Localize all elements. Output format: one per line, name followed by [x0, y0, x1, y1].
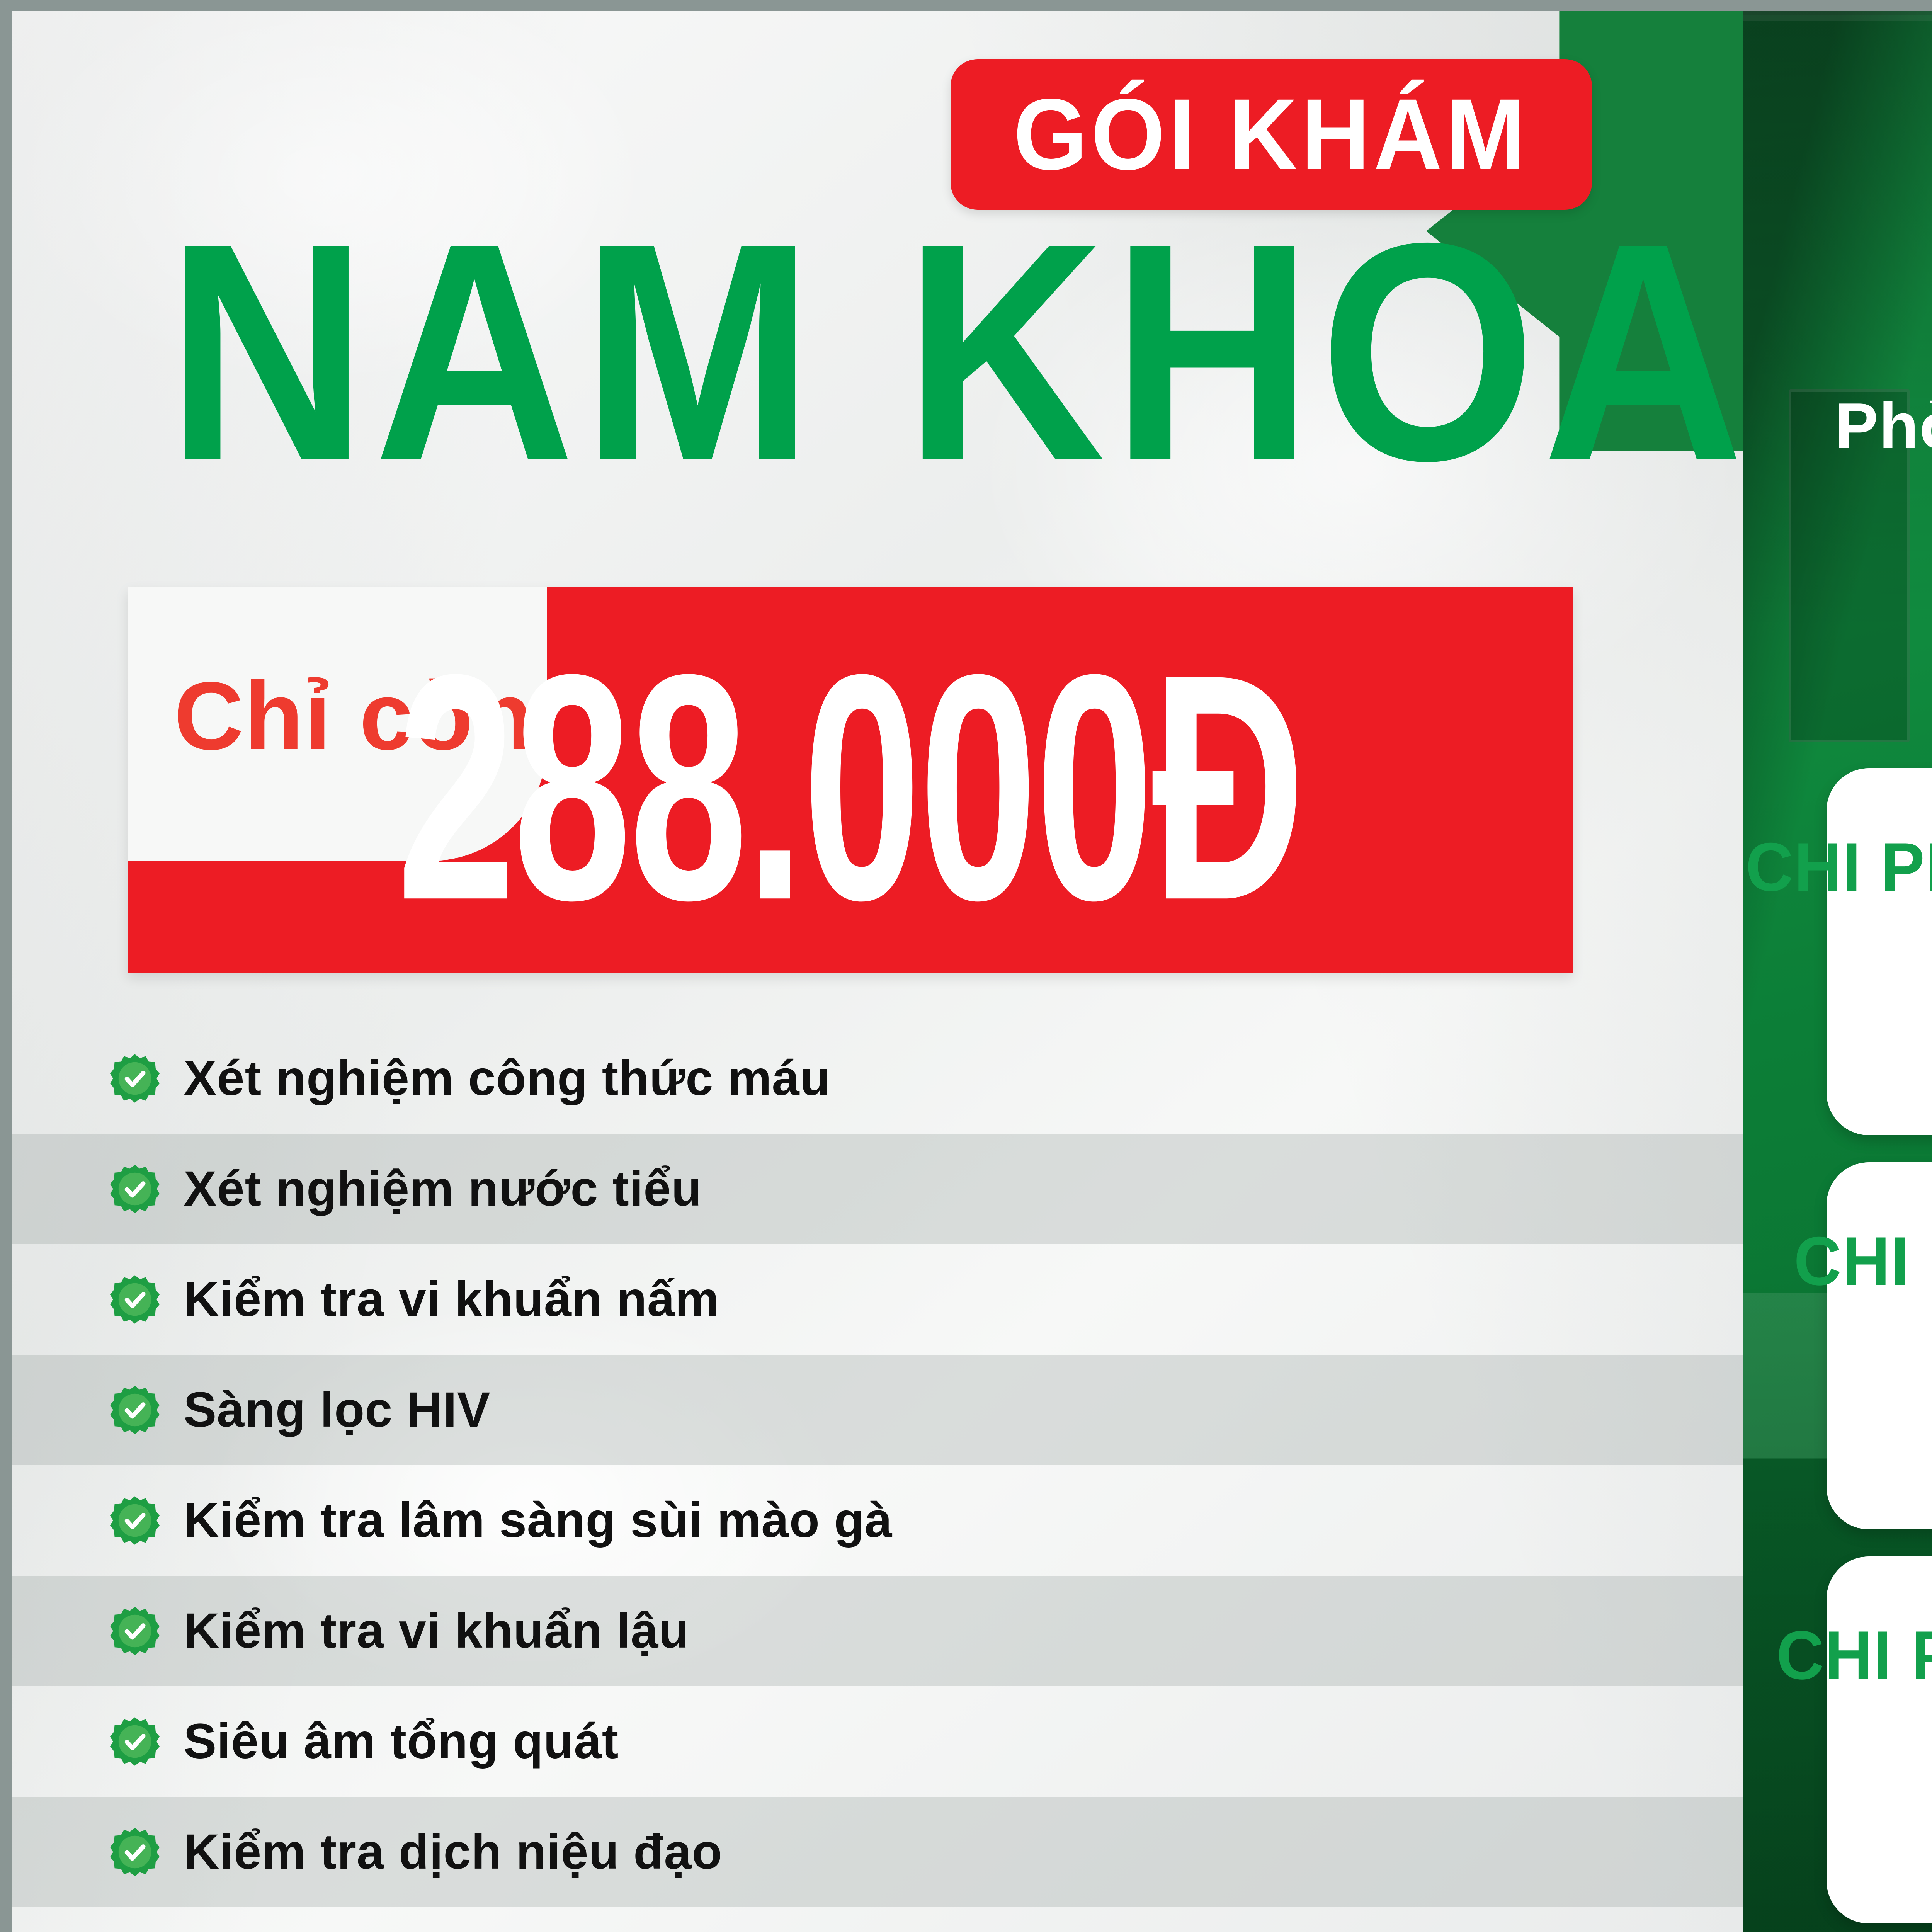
price-amount: 288.000Đ — [397, 607, 1305, 967]
clinic-logo: Phòng khám đa khoa ĐÀ LẠT — [1743, 92, 1932, 565]
list-item-label: Xét nghiệm nước tiểu — [184, 1161, 702, 1216]
discount-card-title: CHI PHÍ ĐIỀU TRỊ GIẢM — [1793, 1222, 1932, 1299]
package-badge-label: GÓI KHÁM — [1014, 78, 1529, 191]
list-item: Tư vấn lâm sàng với bác sỹ chuyên khoa — [12, 1907, 1743, 1932]
check-badge-icon — [110, 1606, 160, 1656]
check-badge-icon — [110, 1164, 160, 1214]
service-list: Xét nghiệm công thức máu Xét nghiệm nước… — [12, 1023, 1743, 1932]
list-item: Kiểm tra dịch niệu đạo — [12, 1797, 1743, 1907]
list-item-label: Xét nghiệm công thức máu — [184, 1051, 831, 1106]
list-item-label: Sàng lọc HIV — [184, 1382, 491, 1437]
list-item: Sàng lọc HIV — [12, 1355, 1743, 1465]
check-badge-icon — [110, 1717, 160, 1766]
discount-card-list: CHI PHÍ THỦ THUẬT GIẢM 50 % CHI PHÍ ĐIỀU… — [1743, 768, 1932, 1932]
list-item-label: Kiểm tra vi khuẩn nấm — [184, 1272, 719, 1327]
list-item: Kiểm tra vi khuẩn nấm — [12, 1244, 1743, 1355]
page-title: NAM KHOA — [166, 197, 1743, 507]
list-item-label: Siêu âm tổng quát — [184, 1714, 619, 1769]
list-item: Kiểm tra vi khuẩn lậu — [12, 1576, 1743, 1686]
list-item-label: Kiểm tra vi khuẩn lậu — [184, 1603, 689, 1658]
clinic-name-line2: ĐÀ LẠT — [1743, 462, 1932, 565]
price-block: Chỉ còn 288.000Đ — [128, 587, 1573, 973]
discount-card: CHI PHÍ KIỂM TRA GIẢM 30 % — [1777, 1556, 1932, 1923]
left-content-panel: GÓI KHÁM NAM KHOA Chỉ còn 288.000Đ — [12, 11, 1743, 1932]
clinic-name-line1: Phòng khám đa khoa — [1835, 389, 1932, 462]
corridor-door-left — [1789, 389, 1910, 742]
discount-card: CHI PHÍ THỦ THUẬT GIẢM 50 % — [1746, 768, 1932, 1135]
check-badge-icon — [110, 1827, 160, 1877]
list-item: Xét nghiệm nước tiểu — [12, 1134, 1743, 1244]
discount-card-title: CHI PHÍ KIỂM TRA GIẢM — [1776, 1616, 1932, 1694]
discount-card: CHI PHÍ ĐIỀU TRỊ GIẢM 30 % — [1794, 1162, 1932, 1529]
check-badge-icon — [110, 1496, 160, 1545]
list-item: Siêu âm tổng quát — [12, 1686, 1743, 1797]
discount-card-title: CHI PHÍ THỦ THUẬT GIẢM — [1745, 828, 1932, 905]
list-item-label: Kiểm tra dịch niệu đạo — [184, 1824, 723, 1879]
list-item: Xét nghiệm công thức máu — [12, 1023, 1743, 1134]
package-badge: GÓI KHÁM — [951, 59, 1592, 210]
poster-inner: GÓI KHÁM NAM KHOA Chỉ còn 288.000Đ — [12, 11, 1932, 1932]
check-badge-icon — [110, 1385, 160, 1435]
list-item: Kiểm tra lâm sàng sùi mào gà — [12, 1465, 1743, 1576]
check-badge-icon — [110, 1054, 160, 1103]
right-brand-panel: Phòng khám đa khoa ĐÀ LẠT CHI PHÍ THỦ TH… — [1743, 11, 1932, 1932]
check-badge-icon — [110, 1275, 160, 1324]
page-title-text: NAM KHOA — [166, 179, 1743, 526]
list-item-label: Kiểm tra lâm sàng sùi mào gà — [184, 1493, 893, 1548]
